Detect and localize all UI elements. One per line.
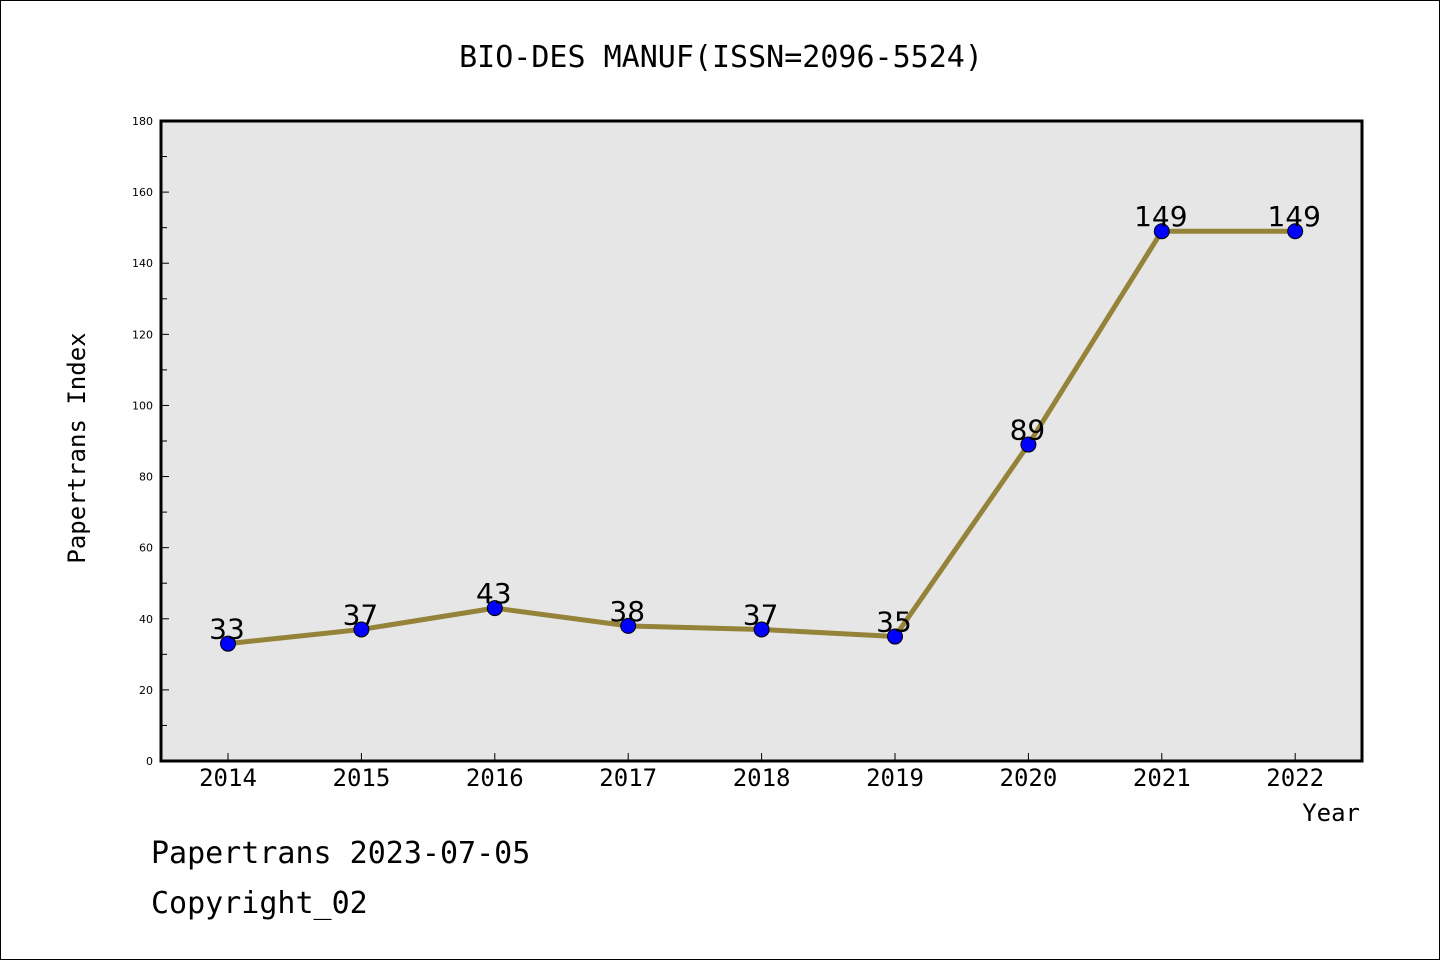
footer-copyright-text: Copyright_02 [151,886,368,921]
x-axis-label: Year [1302,799,1360,827]
x-tick-label: 2016 [466,764,524,792]
y-tick-label: 140 [132,257,153,270]
x-tick-label: 2021 [1133,764,1191,792]
y-tick-label: 100 [132,399,153,412]
data-label: 89 [1010,414,1046,447]
data-label: 33 [209,613,245,646]
data-point [486,600,503,617]
x-tick-label: 2018 [733,764,791,792]
x-tick-label: 2015 [333,764,391,792]
data-label: 149 [1134,200,1187,233]
x-tick-label: 2019 [866,764,924,792]
data-point [1153,223,1170,240]
footer-date-text: Papertrans 2023-07-05 [151,836,531,871]
y-tick-label: 20 [139,684,153,697]
data-point [753,621,770,638]
x-axis: 2014 2015 2016 2017 2018 2019 2020 2021 2022 [199,753,1324,792]
data-labels: 33 37 43 38 37 35 89 149 149 [209,200,1321,645]
data-label: 37 [343,598,379,631]
y-tick-label: 180 [132,115,153,128]
data-point [887,628,903,645]
y-tick-label: 160 [132,186,153,199]
y-tick-label: 0 [146,755,153,768]
data-point [620,617,637,634]
y-tick-label: 120 [132,328,153,341]
y-tick-label: 80 [139,471,153,484]
y-axis-label: Papertrans Index [63,332,91,563]
data-point [1287,223,1304,240]
data-label: 35 [876,606,912,639]
y-tick-label: 60 [139,542,153,555]
series-group [220,223,1304,652]
plot-border [159,119,1364,763]
data-label: 37 [743,598,779,631]
data-point [353,621,370,638]
y-tick-label: 40 [139,613,153,626]
x-tick-label: 2020 [1000,764,1058,792]
x-tick-label: 2017 [599,764,657,792]
data-label: 38 [609,595,645,628]
x-tick-label: 2014 [199,764,257,792]
data-point [220,635,236,652]
data-point [1020,436,1037,453]
x-tick-label: 2022 [1266,764,1324,792]
data-label: 149 [1267,200,1320,233]
chart-title: BIO-DES MANUF(ISSN=2096-5524) [459,40,983,75]
data-label: 43 [476,577,512,610]
